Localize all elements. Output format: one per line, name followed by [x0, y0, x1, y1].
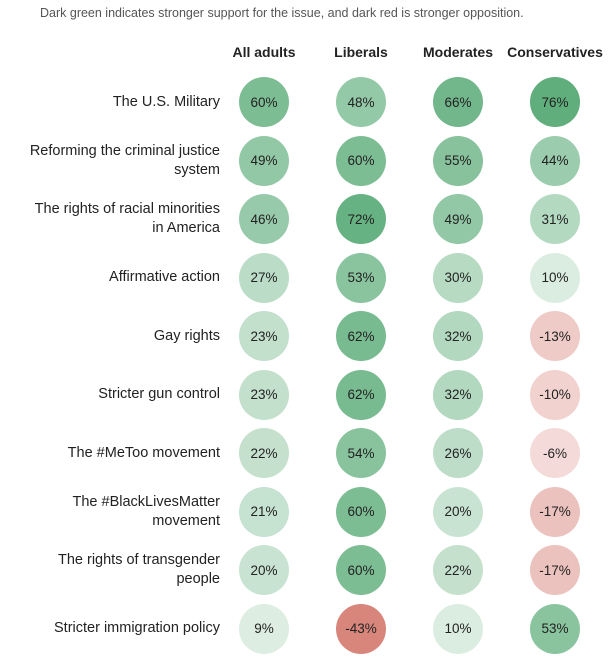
- heatmap-cell: -10%: [530, 369, 580, 420]
- heatmap-cell: 76%: [530, 77, 580, 127]
- heatmap-cell: 54%: [336, 428, 386, 478]
- heatmap-cell: 22%: [239, 428, 289, 478]
- heatmap-cell: 26%: [433, 428, 483, 478]
- column-header: Liberals: [334, 44, 388, 60]
- heatmap-cell: 30%: [433, 252, 483, 303]
- heatmap-cell: 32%: [433, 369, 483, 420]
- heatmap-cell: 22%: [433, 545, 483, 595]
- column-header: Moderates: [422, 44, 494, 60]
- row-label: Gay rights: [153, 327, 220, 344]
- heatmap-cell: 23%: [239, 369, 289, 420]
- row-label: Stricter gun control: [98, 386, 220, 402]
- heatmap-cell: -17%: [530, 545, 580, 595]
- heatmap-cell: 10%: [530, 252, 580, 303]
- heatmap-cell: 32%: [433, 311, 483, 361]
- heatmap-cell: 72%: [336, 194, 386, 244]
- heatmap-cell: 55%: [433, 135, 483, 186]
- row-label: Reforming the criminal justice system: [29, 142, 220, 178]
- heatmap-cell: 31%: [530, 194, 580, 244]
- heatmap-cell: 46%: [239, 194, 289, 244]
- heatmap-cell: 60%: [336, 486, 386, 537]
- heatmap-cell: 53%: [530, 603, 580, 654]
- heatmap-cell: 62%: [336, 369, 386, 420]
- heatmap-cell: 66%: [433, 77, 483, 127]
- heatmap-cell: -6%: [530, 428, 580, 478]
- heatmap-cell: -13%: [530, 311, 580, 361]
- row-label: The rights of transgender people: [57, 552, 220, 587]
- column-header: Conservatives: [507, 44, 603, 60]
- heatmap-cell: 20%: [239, 545, 289, 595]
- row-label: The #MeToo movement: [67, 444, 220, 461]
- heatmap-cell: -17%: [530, 486, 580, 537]
- heatmap-cell: 48%: [336, 77, 386, 127]
- heatmap-cell: 60%: [239, 77, 289, 127]
- heatmap-cell: 10%: [433, 603, 483, 654]
- heatmap-cell: 62%: [336, 311, 386, 361]
- heatmap-cell: 20%: [433, 486, 483, 537]
- heatmap-cell: 60%: [336, 135, 386, 186]
- heatmap-cell: 27%: [239, 252, 289, 303]
- heatmap-cell: 60%: [336, 545, 386, 595]
- row-label: The rights of racial minorities in Ameri…: [34, 201, 220, 236]
- heatmap-cell: 49%: [239, 135, 289, 186]
- heatmap-cell: 9%: [239, 603, 289, 654]
- chart-subtitle: Dark green indicates stronger support fo…: [40, 6, 524, 20]
- heatmap-cell: 53%: [336, 252, 386, 303]
- row-label: Affirmative action: [109, 269, 220, 285]
- row-label: The U.S. Military: [112, 93, 220, 110]
- column-header: All adults: [232, 44, 296, 60]
- row-label: Stricter immigration policy: [54, 620, 220, 636]
- heatmap-cell: 49%: [433, 194, 483, 244]
- heatmap-cell: 21%: [239, 486, 289, 537]
- row-label: The #BlackLivesMatter movement: [72, 493, 220, 529]
- heatmap-cell: -43%: [336, 603, 386, 654]
- heatmap-cell: 23%: [239, 311, 289, 361]
- heatmap-cell: 44%: [530, 135, 580, 186]
